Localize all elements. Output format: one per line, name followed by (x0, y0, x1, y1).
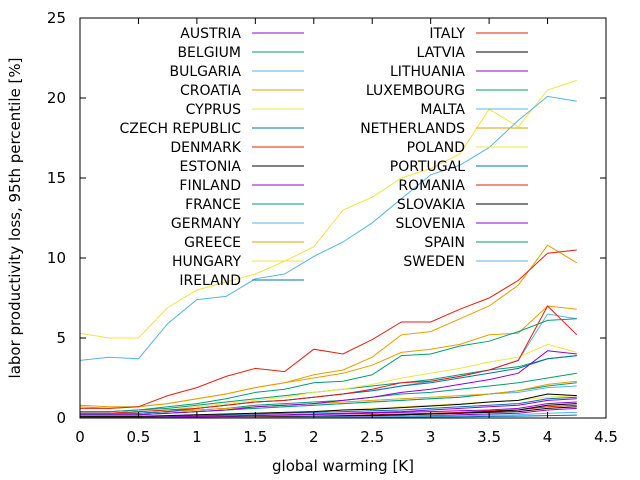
axis-ticks: 0 0.5 1 1.5 2 2.5 3 3.5 4 4.5 0 5 10 15 20 25 (47, 9, 618, 446)
legend-entry: LATVIA (417, 45, 528, 61)
legend-entry: GERMANY (171, 216, 304, 232)
legend-entry: IRELAND (179, 273, 304, 289)
legend-entry: CYPRUS (186, 102, 304, 118)
y-tick-label: 15 (47, 169, 66, 187)
legend-entry: DENMARK (170, 140, 304, 156)
legend-label: CYPRUS (186, 102, 241, 118)
legend-label: CROATIA (180, 83, 241, 99)
legend-label: NETHERLANDS (360, 121, 465, 137)
x-tick-label: 4.5 (594, 428, 618, 446)
y-tick-label: 5 (56, 329, 66, 347)
legend-entry: SPAIN (424, 235, 528, 251)
legend-label: IRELAND (179, 273, 241, 289)
legend-entry: SWEDEN (403, 254, 528, 270)
legend-entry: SLOVENIA (395, 216, 528, 232)
legend-label: SLOVAKIA (397, 197, 466, 213)
legend-label: SPAIN (424, 235, 465, 251)
series-line-spain (80, 318, 577, 413)
legend-entry: GREECE (184, 235, 304, 251)
x-tick-label: 0.5 (127, 428, 151, 446)
legend-entry: BELGIUM (177, 45, 304, 61)
legend-entry: POLAND (407, 140, 528, 156)
legend: AUSTRIA BELGIUM BULGARIA CROATIA CYPRUS CZECH… (119, 26, 528, 289)
legend-label: SLOVENIA (395, 216, 465, 232)
legend-label: GREECE (184, 235, 241, 251)
x-tick-label: 3.5 (477, 428, 501, 446)
legend-entry: ROMANIA (398, 178, 528, 194)
y-tick-label: 25 (47, 9, 66, 27)
y-axis-title: labor productivity loss, 95th percentile… (6, 58, 24, 379)
plot-series-group (79, 79, 578, 419)
series-line-cyprus (79, 79, 577, 339)
legend-label: AUSTRIA (180, 26, 241, 42)
legend-label: ROMANIA (398, 178, 465, 194)
legend-entry: BULGARIA (169, 64, 304, 80)
series-line-lithuania (80, 398, 577, 418)
legend-entry: AUSTRIA (180, 26, 304, 42)
legend-label: GERMANY (171, 216, 242, 232)
legend-label: CZECH REPUBLIC (119, 121, 241, 137)
legend-label: PORTUGAL (390, 159, 465, 175)
legend-entry: NETHERLANDS (360, 121, 528, 137)
legend-entry: FRANCE (185, 197, 304, 213)
legend-entry: PORTUGAL (390, 159, 528, 175)
legend-label: LITHUANIA (390, 64, 465, 80)
series-line-slovenia (80, 350, 577, 416)
x-tick-label: 4 (543, 428, 553, 446)
legend-entry: CROATIA (180, 83, 304, 99)
x-tick-label: 2 (309, 428, 319, 446)
plot-frame (79, 17, 607, 419)
series-line-slovakia (80, 393, 577, 417)
legend-entry: LITHUANIA (390, 64, 528, 80)
legend-label: MALTA (420, 102, 465, 118)
x-tick-label: 2.5 (360, 428, 384, 446)
legend-label: LATVIA (417, 45, 466, 61)
series-line-italy (80, 249, 577, 409)
legend-label: DENMARK (170, 140, 241, 156)
legend-label: FINLAND (179, 178, 241, 194)
legend-label: SWEDEN (403, 254, 465, 270)
legend-label: FRANCE (185, 197, 241, 213)
legend-label: ESTONIA (180, 159, 242, 175)
x-axis-title: global warming [K] (272, 457, 414, 475)
x-tick-label: 1 (192, 428, 202, 446)
legend-entry: LUXEMBOURG (366, 83, 528, 99)
legend-entry: ITALY (429, 26, 528, 42)
legend-label: LUXEMBOURG (366, 83, 465, 99)
legend-entry: MALTA (420, 102, 528, 118)
y-tick-label: 0 (56, 409, 66, 427)
series-line-romania (80, 305, 578, 414)
legend-entry: HUNGARY (172, 254, 304, 270)
y-tick-label: 10 (47, 249, 66, 267)
x-tick-label: 0 (75, 428, 85, 446)
legend-entry: ESTONIA (180, 159, 304, 175)
legend-label: ITALY (429, 26, 465, 42)
x-tick-label: 3 (426, 428, 436, 446)
legend-entry: FINLAND (179, 178, 304, 194)
legend-entry: SLOVAKIA (397, 197, 528, 213)
series-line-malta (79, 95, 577, 361)
y-tick-label: 20 (47, 89, 66, 107)
legend-entry: CZECH REPUBLIC (119, 121, 304, 137)
legend-label: POLAND (407, 140, 465, 156)
x-tick-label: 1.5 (243, 428, 267, 446)
legend-label: BULGARIA (169, 64, 241, 80)
series-line-bulgaria (79, 313, 577, 416)
legend-label: HUNGARY (172, 254, 242, 270)
legend-label: BELGIUM (177, 45, 241, 61)
series-line-greece (79, 244, 578, 408)
